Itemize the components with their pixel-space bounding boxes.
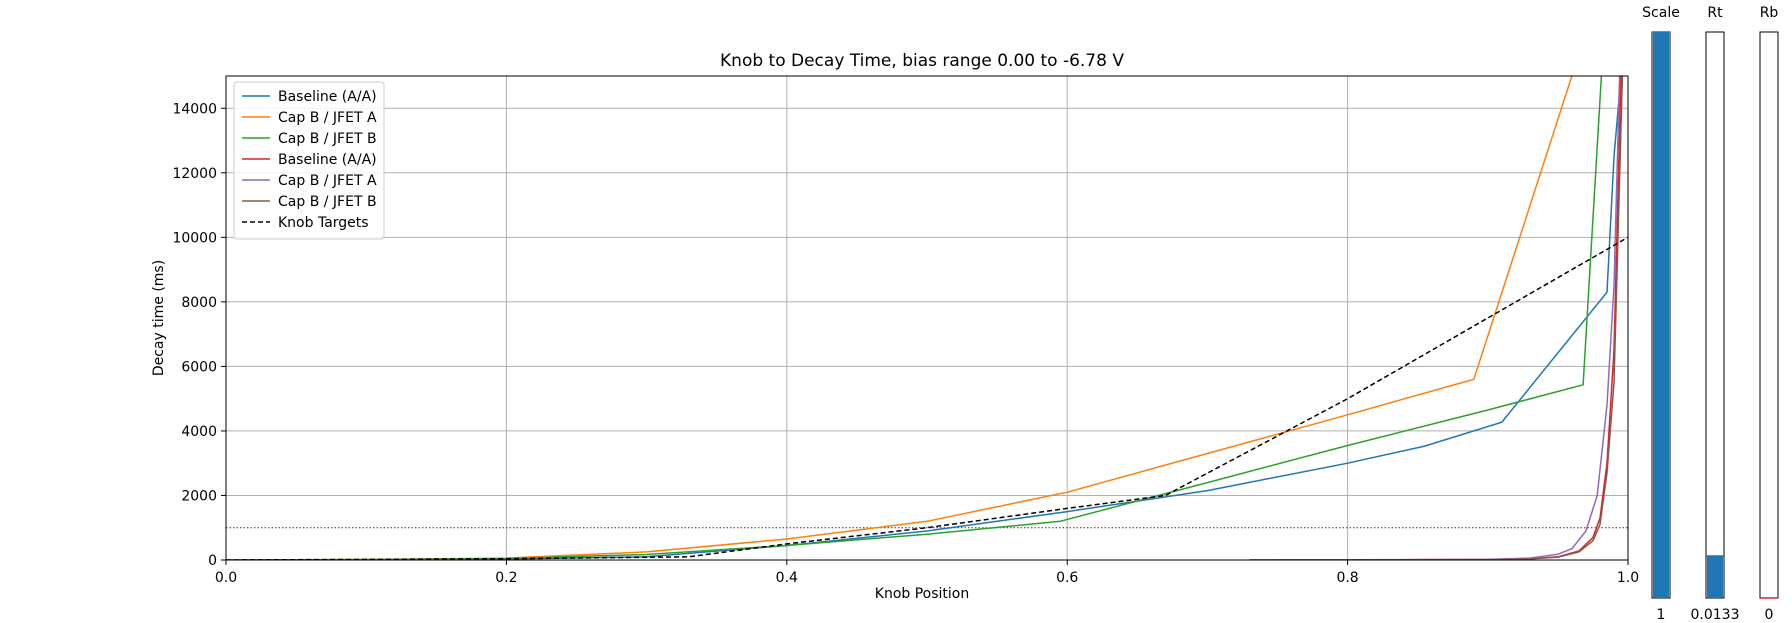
slider-value: 0.0133 [1691,607,1740,623]
legend-entry: Baseline (A/A) [278,152,377,168]
slider-value: 0 [1765,607,1774,623]
legend-entry: Baseline (A/A) [278,89,377,105]
x-tick-label: 0.4 [776,570,798,586]
y-tick-label: 0 [208,553,217,569]
slider-label: Scale [1642,5,1680,21]
slider-label: Rb [1760,5,1779,21]
series-line-7 [226,236,1628,560]
x-axis-ticks: 0.0 0.2 0.4 0.6 0.8 1.0 [215,560,1639,586]
slider-scale[interactable]: Scale 1 [1642,5,1680,623]
y-tick-label: 12000 [172,166,217,182]
slider-fill [1707,556,1723,598]
axes-frame [225,75,1629,561]
plot-area: 0.0 0.2 0.4 0.6 0.8 1.0 0 2000 4000 6000 8000 1000… [172,75,1639,586]
y-axis-label: Decay time (ms) [151,260,167,376]
y-tick-label: 6000 [181,359,217,375]
chart-title: Knob to Decay Time, bias range 0.00 to -… [720,51,1124,71]
legend: Baseline (A/A) Cap B / JFET A Cap B / JFET… [233,81,385,240]
x-tick-label: 0.6 [1056,570,1078,586]
slider-value: 1 [1657,607,1666,623]
x-tick-label: 0.0 [215,570,237,586]
x-tick-label: 0.2 [495,570,517,586]
legend-entry: Cap B / JFET B [278,194,377,210]
slider-rt[interactable]: Rt 0.0133 [1691,5,1740,623]
x-tick-label: 1.0 [1617,570,1639,586]
slider-rb[interactable]: Rb 0 [1759,5,1779,623]
x-axis-label: Knob Position [875,586,969,602]
y-tick-label: 4000 [181,424,217,440]
legend-box [233,81,385,240]
x-tick-label: 0.8 [1336,570,1358,586]
y-tick-label: 2000 [181,488,217,504]
slider-fill [1653,32,1669,598]
legend-entry: Cap B / JFET A [278,110,377,126]
legend-entry: Cap B / JFET B [278,131,377,147]
slider-track[interactable] [1705,31,1725,599]
slider-track[interactable] [1759,31,1779,599]
slider-panel: Scale 1 Rt 0.0133 Rb 0 [1642,5,1779,623]
slider-label: Rt [1707,5,1723,21]
y-tick-label: 14000 [172,101,217,117]
legend-entry: Knob Targets [278,215,369,231]
y-tick-label: 10000 [172,230,217,246]
y-axis-ticks: 0 2000 4000 6000 8000 10000 12000 14000 [172,101,226,569]
legend-entry: Cap B / JFET A [278,173,377,189]
y-tick-label: 8000 [181,295,217,311]
